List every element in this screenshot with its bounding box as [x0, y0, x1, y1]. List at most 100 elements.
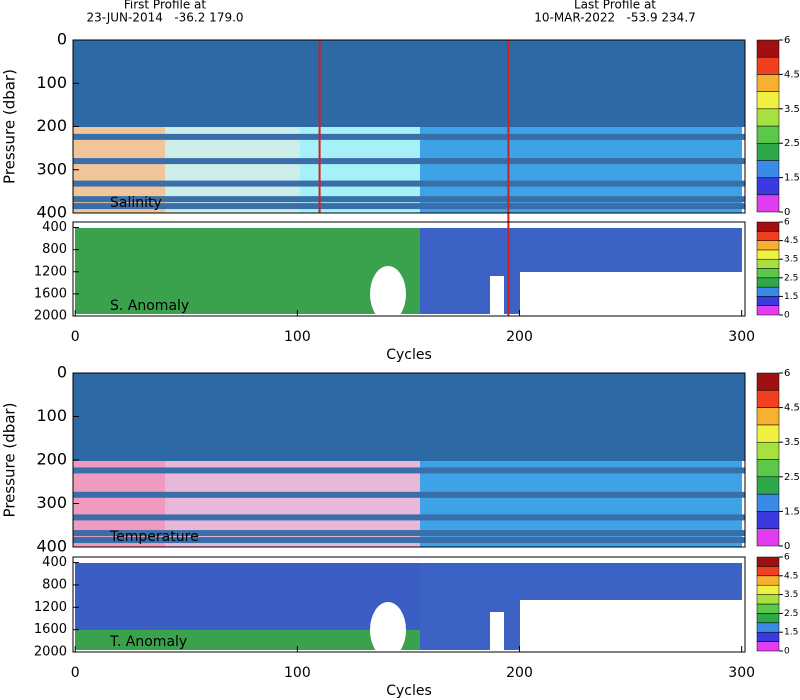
x-tick-label: 200 — [506, 665, 533, 681]
band — [73, 158, 745, 165]
panel-label: T. Anomaly — [109, 634, 187, 650]
gap — [370, 602, 406, 658]
colorbar-label: 3.5 — [784, 255, 798, 265]
colorbar-label: 6 — [784, 218, 790, 228]
x-tick-label: 300 — [728, 329, 755, 345]
field-fill — [75, 228, 420, 314]
field-fill — [420, 272, 520, 314]
panel-label: Salinity — [110, 195, 162, 211]
colorbar-swatch — [756, 407, 780, 426]
colorbar-swatch — [756, 390, 780, 408]
colorbar-label: 6 — [784, 35, 790, 46]
y-tick-label: 1200 — [34, 264, 67, 279]
x-axis-title: Cycles — [386, 347, 432, 363]
first-title: First Profile at — [124, 0, 207, 12]
y-tick-label: 200 — [36, 116, 67, 135]
y-tick-label: 400 — [36, 203, 67, 222]
colorbar-label: 1.5 — [784, 173, 800, 184]
colorbar-swatch — [756, 296, 780, 306]
colorbar-swatch — [756, 125, 780, 144]
colorbar-label: 2.5 — [784, 138, 800, 149]
colorbar-swatch — [756, 594, 780, 605]
gap — [370, 266, 406, 322]
y-tick-label: 1600 — [34, 622, 67, 637]
plot-frame — [72, 221, 746, 317]
y-tick-label: 100 — [36, 406, 67, 425]
colorbar-swatch — [756, 441, 780, 460]
y-tick-label: 800 — [42, 577, 67, 592]
y-tick-label: 1200 — [34, 600, 67, 615]
last-title: Last Profile at — [574, 0, 656, 12]
panel-label: S. Anomaly — [110, 298, 189, 314]
band — [73, 180, 745, 187]
colorbar-swatch — [756, 277, 780, 288]
colorbar-swatch — [756, 177, 780, 196]
y-axis-title: Pressure (dbar) — [1, 69, 19, 184]
colorbar-label: 2.5 — [784, 472, 800, 483]
colorbar-label: 0 — [784, 541, 790, 552]
y-tick-label: 300 — [36, 493, 67, 512]
colorbar-label: 0 — [784, 647, 790, 657]
band — [73, 530, 745, 537]
colorbar-swatch — [756, 249, 780, 260]
y-tick-label: 400 — [42, 555, 67, 570]
y-tick-label: 1600 — [34, 286, 67, 301]
colorbar-swatch — [756, 556, 780, 567]
colorbar-label: 6 — [784, 368, 790, 379]
colorbar-swatch — [756, 108, 780, 127]
colorbar-swatch — [756, 631, 780, 642]
gap — [490, 612, 504, 652]
field-fill — [73, 40, 745, 127]
x-tick-label: 0 — [71, 329, 80, 345]
colorbar-swatch — [756, 603, 780, 614]
colorbar-label: 6 — [784, 553, 790, 563]
field-fill — [420, 600, 520, 650]
colorbar-label: 0 — [784, 207, 790, 218]
colorbar-swatch — [756, 74, 780, 92]
colorbar-swatch — [756, 160, 780, 178]
colorbar-label: 2.5 — [784, 609, 798, 619]
band — [73, 203, 745, 210]
colorbar-label: 4.5 — [784, 571, 798, 581]
colorbar-swatch — [756, 459, 780, 478]
colorbar-swatch — [756, 584, 780, 595]
x-tick-label: 100 — [284, 665, 311, 681]
field-fill — [75, 630, 420, 650]
band — [73, 196, 745, 203]
field-fill — [73, 373, 745, 461]
x-tick-label: 100 — [284, 329, 311, 345]
colorbar-label: 3.5 — [784, 437, 800, 448]
y-tick-label: 400 — [42, 220, 67, 235]
x-tick-label: 300 — [728, 665, 755, 681]
colorbar-label: 4.5 — [784, 403, 800, 414]
colorbar-label: 4.5 — [784, 236, 798, 246]
colorbar-swatch — [756, 566, 780, 577]
colorbar-swatch — [756, 221, 780, 232]
y-tick-label: 0 — [57, 30, 67, 49]
colorbar-swatch — [756, 56, 780, 75]
colorbar-swatch — [756, 641, 780, 652]
gap — [490, 276, 504, 316]
panel-label: Temperature — [109, 529, 199, 545]
colorbar-swatch — [756, 231, 780, 241]
y-tick-label: 0 — [57, 363, 67, 382]
colorbar-swatch — [756, 240, 780, 251]
band — [73, 491, 745, 498]
first-info: 23-JUN-2014 -36.2 179.0 — [86, 11, 243, 25]
y-tick-label: 300 — [36, 159, 67, 178]
colorbar-label: 0 — [784, 311, 790, 321]
colorbar-swatch — [756, 511, 780, 529]
band — [73, 537, 745, 544]
y-axis-title: Pressure (dbar) — [1, 403, 19, 518]
band — [73, 514, 745, 521]
plot-frame — [72, 556, 746, 653]
x-tick-label: 200 — [506, 329, 533, 345]
colorbar-label: 4.5 — [784, 69, 800, 80]
y-tick-label: 200 — [36, 450, 67, 469]
colorbar-swatch — [756, 622, 780, 633]
colorbar-swatch — [756, 476, 780, 495]
y-tick-label: 400 — [36, 537, 67, 556]
colorbar-label: 1.5 — [784, 292, 798, 302]
colorbar-swatch — [756, 493, 780, 512]
